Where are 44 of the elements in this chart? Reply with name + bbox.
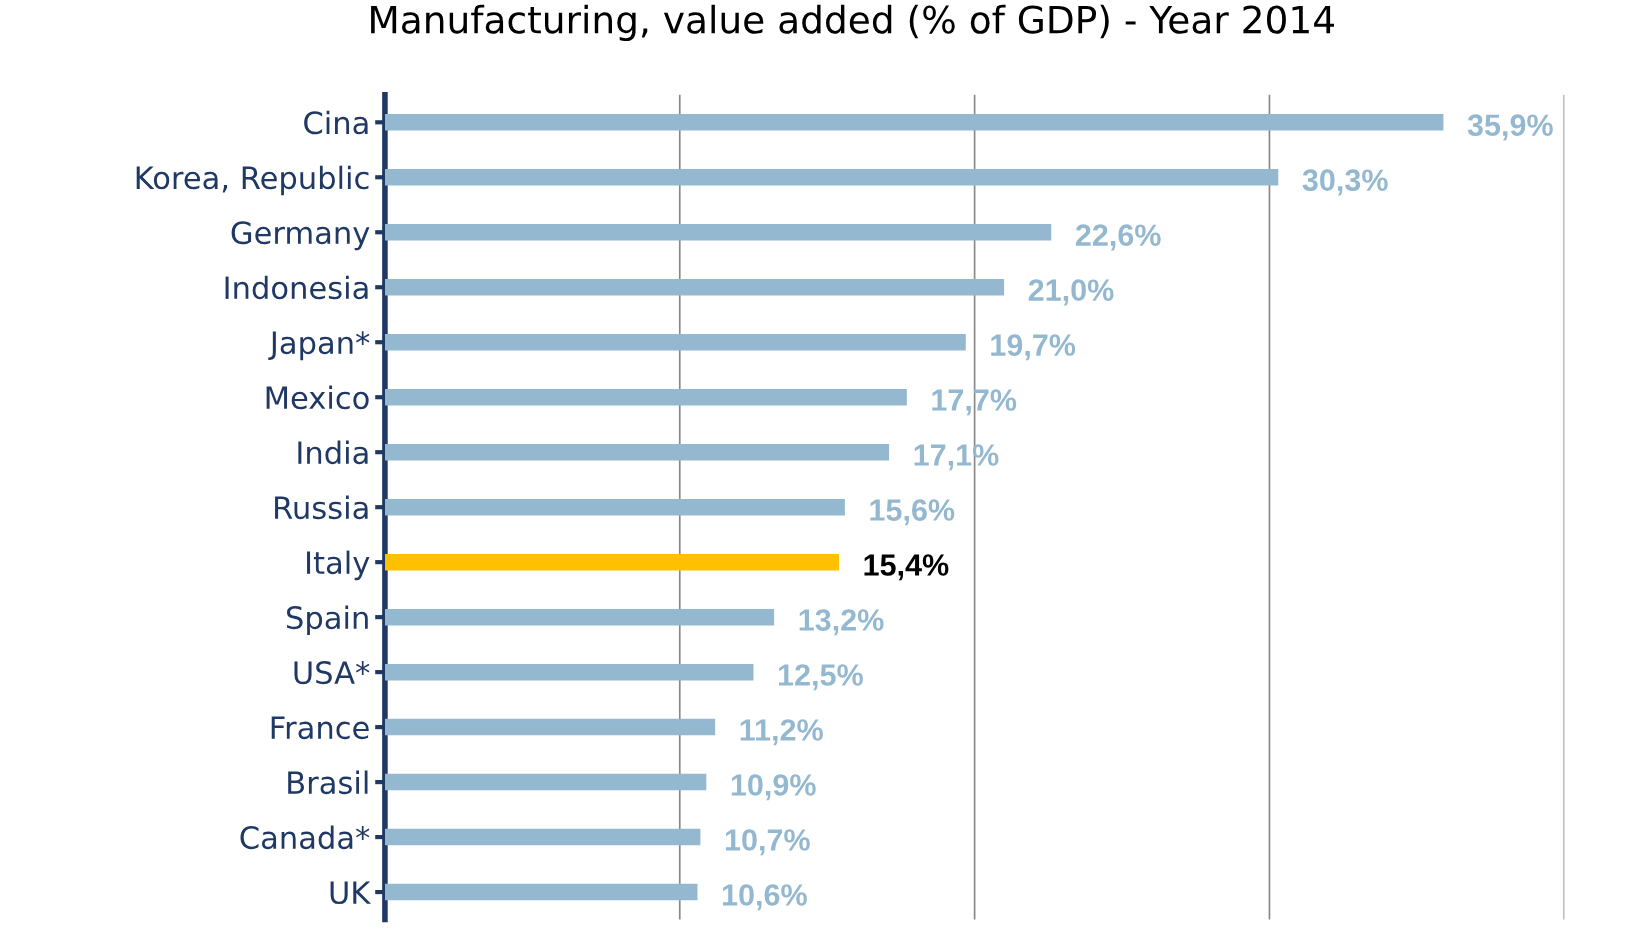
data-label: 13,2% [799,609,884,636]
bar [384,333,966,351]
bar [384,443,890,461]
data-label: 12,5% [778,664,863,691]
data-label: 30,3% [1302,169,1388,196]
data-label: 10,9% [731,774,816,801]
bar [384,279,1005,296]
y-tick-label: Germany [231,221,370,251]
chart-title: Manufacturing, value added (% of GDP) - Year 2014 [371,4,1334,42]
bar [384,553,839,571]
y-tick-label: Italy [307,550,370,581]
y-tick-label: UK [330,881,371,905]
bar [384,663,754,681]
y-tick-label: Japan* [268,331,370,361]
y-tick-label: Brasil [288,770,368,795]
y-tick-label: Canada* [240,825,370,850]
bar [384,718,716,736]
bar [384,828,701,846]
data-label: 15,6% [870,499,955,526]
data-label: 10,6% [722,884,807,911]
y-tick-label: Spain [286,605,368,636]
data-label: 15,4% [864,554,949,581]
y-tick-label: Korea, Republic [136,165,369,196]
bar [384,224,1052,241]
bar [384,114,1444,131]
y-tick-label: Mexico [266,385,369,410]
bar [384,388,907,406]
data-label: 35,9% [1467,114,1553,141]
y-tick-label: USA* [294,661,370,685]
y-tick-label: Cina [304,110,368,135]
data-label: 11,2% [740,719,823,746]
data-label: 19,7% [991,334,1076,361]
data-label: 21,0% [1028,279,1114,306]
bar [384,169,1279,186]
bar [384,773,707,791]
bar [384,608,775,626]
bar [384,883,698,901]
y-tick-label: France [271,716,369,740]
y-tick-label: Indonesia [225,275,368,300]
bar [384,498,845,516]
data-label: 22,6% [1075,224,1161,251]
y-tick-label: India [298,440,368,465]
data-label: 10,7% [725,829,810,856]
y-tick-label: Russia [275,495,368,520]
